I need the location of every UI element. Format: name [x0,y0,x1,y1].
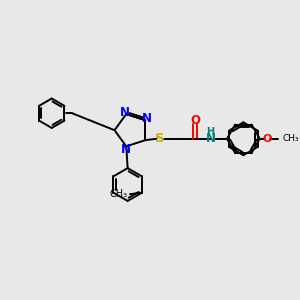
Text: S: S [155,132,165,145]
Text: CH₃: CH₃ [282,134,299,143]
Text: N: N [121,143,131,156]
Text: N: N [142,112,152,125]
Text: CH₃: CH₃ [110,189,128,199]
Text: N: N [120,106,130,119]
Text: N: N [206,132,216,145]
Text: O: O [262,134,272,144]
Text: H: H [206,127,214,137]
Text: O: O [190,114,200,127]
